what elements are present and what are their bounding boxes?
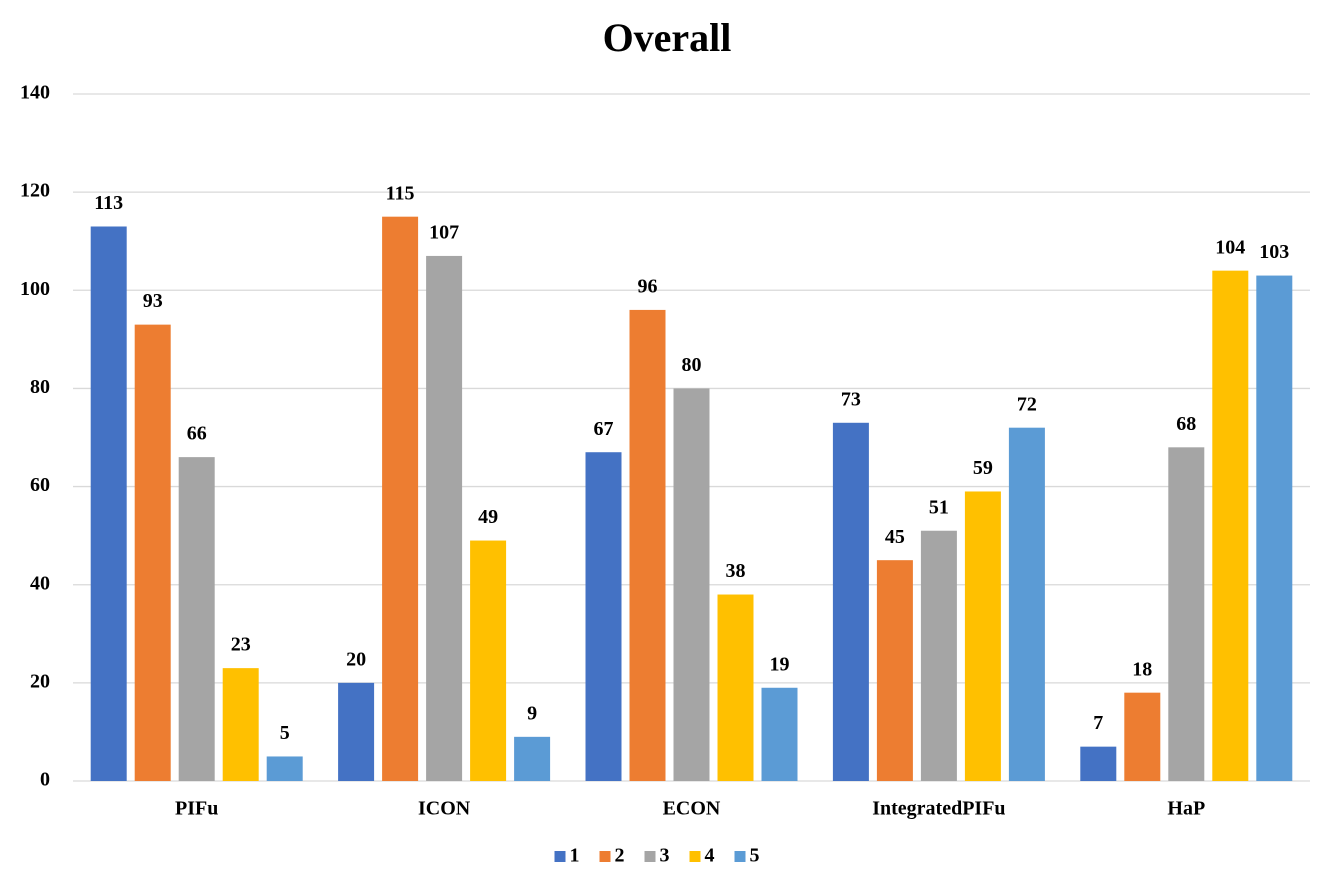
bar [134,324,171,781]
bar [266,756,303,781]
data-label: 49 [478,506,498,528]
bar [514,736,551,781]
data-label: 38 [726,560,746,582]
bar [1080,746,1117,781]
y-tick-label: 40 [30,572,50,594]
bar [90,226,127,781]
data-label: 107 [429,222,459,244]
bar [338,682,375,781]
data-label: 113 [94,192,123,214]
data-label: 93 [143,290,163,312]
bar [1008,427,1045,781]
y-tick-label: 80 [30,376,50,398]
data-label: 73 [841,388,861,410]
bar [382,216,419,781]
data-label: 59 [973,457,993,479]
x-tick-label: PIFu [175,798,218,820]
bar [1256,275,1293,781]
data-label: 80 [682,354,702,376]
bar [964,491,1001,781]
y-tick-label: 20 [30,670,50,692]
bar [629,309,666,781]
bar [426,255,463,781]
bar [1168,447,1205,781]
data-label: 68 [1176,413,1196,435]
data-label: 72 [1017,393,1037,415]
bar [673,388,710,781]
data-label: 67 [594,418,614,440]
bar [876,560,913,781]
y-tick-label: 140 [20,82,50,104]
bar [585,452,622,781]
data-label: 9 [527,702,537,724]
legend-swatch [689,851,701,862]
legend-label: 4 [705,845,715,867]
data-label: 45 [885,526,905,548]
data-label: 115 [386,182,415,204]
legend-label: 3 [660,845,670,867]
chart-title: Overall [603,15,732,60]
data-label: 5 [280,722,290,744]
legend-swatch [554,851,566,862]
bar [920,530,957,781]
y-tick-label: 120 [20,180,50,202]
bar [761,687,798,781]
legend-label: 5 [750,845,760,867]
data-label: 19 [770,653,790,675]
bar [1124,692,1161,781]
legend-swatch [644,851,656,862]
bar [178,457,215,781]
data-label: 104 [1215,236,1245,258]
x-tick-label: ICON [418,798,471,820]
data-label: 103 [1259,241,1289,263]
data-label: 96 [638,276,658,298]
y-tick-label: 60 [30,474,50,496]
data-label: 20 [346,648,366,670]
y-tick-label: 100 [20,278,50,300]
data-label: 18 [1132,658,1152,680]
bar [717,594,754,781]
data-label: 51 [929,496,949,518]
data-label: 23 [231,634,251,656]
legend-label: 1 [570,845,580,867]
bar [470,540,507,781]
legend-swatch [599,851,611,862]
x-tick-label: ECON [663,798,721,820]
bar [1212,270,1249,781]
bar [222,668,259,781]
data-label: 7 [1093,712,1103,734]
x-tick-label: HaP [1167,798,1205,820]
legend-swatch [734,851,746,862]
x-tick-label: IntegratedPIFu [872,798,1005,820]
data-label: 66 [187,423,207,445]
y-tick-label: 0 [40,769,50,791]
legend-label: 2 [615,845,625,867]
bar [832,422,869,781]
